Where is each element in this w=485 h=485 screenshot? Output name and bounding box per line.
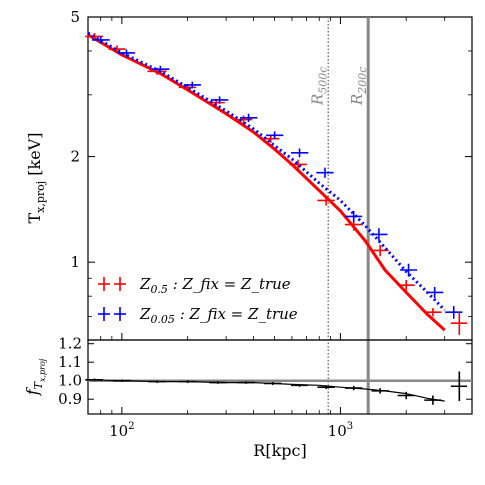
main-y-label-main: T: [25, 213, 44, 224]
main-y-label-sub: x,proj: [34, 181, 47, 213]
ratio-y-axis-label: fTx,proj: [23, 358, 47, 396]
ratio-x-tick-label-1: 103: [328, 421, 353, 440]
ratio-series-0: [85, 371, 468, 405]
x-label-main: R: [253, 441, 266, 460]
ratio-y-tick-label-2: 1.1: [58, 353, 82, 371]
ratio-y-label-main: f: [23, 386, 42, 396]
x-label-unit: [kpc]: [265, 441, 306, 460]
ratio-y-label-sub: T: [32, 380, 45, 389]
ratio-axis-ticks: 102 103 0.91.01.11.2: [58, 335, 473, 440]
ref-label-200c: R200c: [348, 67, 369, 106]
main-axis-ticks: 1 2 5: [70, 8, 473, 341]
main-curve-1: [87, 31, 446, 312]
main-y-label-unit: [keV]: [25, 132, 44, 180]
ratio-plot-frame: [87, 339, 473, 415]
reference-lines: R500c R200c: [308, 17, 370, 414]
main-y-axis-label: Tx,proj [keV]: [25, 132, 47, 223]
ratio-x-tick-label-0: 102: [109, 421, 134, 440]
ratio-curve-0: [87, 379, 445, 402]
main-y-tick-label-1: 2: [70, 148, 80, 166]
main-series-1: [87, 31, 463, 319]
ratio-y-tick-label-3: 1.2: [58, 335, 82, 353]
main-y-tick-label-2: 5: [70, 8, 80, 26]
ratio-series-layer: [85, 371, 468, 405]
ratio-y-tick-label-1: 1.0: [58, 372, 82, 390]
legend-label-0: Z0.5 : Z_fix = Z_true: [139, 275, 291, 296]
main-y-tick-label-0: 1: [70, 253, 80, 271]
main-series-layer: [85, 31, 468, 336]
x-axis-label: R[kpc]: [253, 441, 306, 460]
temperature-panel: 1 2 5 R500c R200c Z0.5 : Z_fix = Z_true Z0.0…: [25, 8, 473, 414]
ratio-panel: 102 103 0.91.01.11.2 fTx,proj R[kpc]: [23, 335, 473, 460]
legend-label-1: Z0.05 : Z_fix = Z_true: [139, 305, 298, 326]
ref-label-500c: R500c: [308, 67, 329, 106]
ratio-y-tick-label-0: 0.9: [58, 390, 82, 408]
ratio-y-label-subsub: x,proj: [38, 358, 47, 382]
legend: Z0.5 : Z_fix = Z_true Z0.05 : Z_fix = Z_t…: [98, 275, 298, 326]
